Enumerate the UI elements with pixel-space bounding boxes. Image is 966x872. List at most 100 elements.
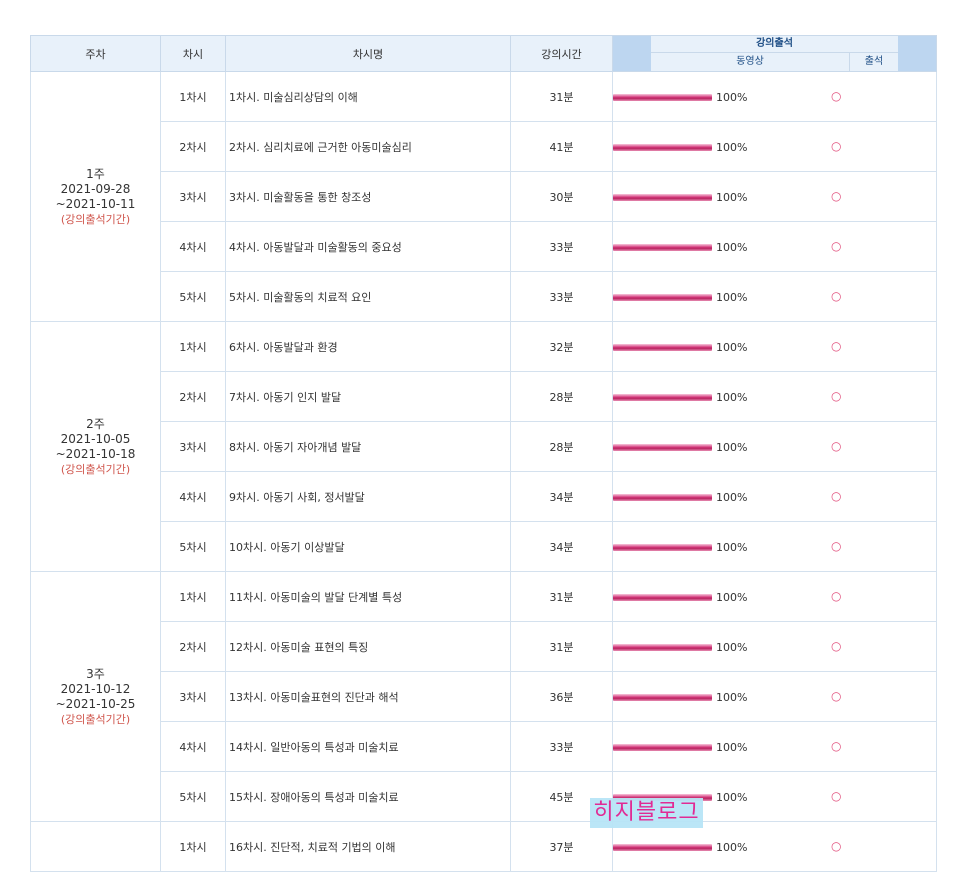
progress-percent: 100% <box>716 291 748 304</box>
session-number: 3차시 <box>160 421 226 472</box>
session-title[interactable]: 11차시. 아동미술의 발달 단계별 특성 <box>225 571 511 622</box>
attendance-circle-icon: ○ <box>831 439 842 453</box>
progress-bar <box>613 394 712 401</box>
session-title[interactable]: 12차시. 아동미술 표현의 특징 <box>225 621 511 672</box>
table-row: 3차시 8차시. 아동기 자아개념 발달 28분 100% ○ <box>31 421 937 472</box>
session-duration: 41분 <box>510 121 613 172</box>
session-title[interactable]: 7차시. 아동기 인지 발달 <box>225 371 511 422</box>
session-duration: 31분 <box>510 571 613 622</box>
progress-bar <box>613 794 712 801</box>
attendance-cell: 100% ○ <box>612 521 937 572</box>
session-title[interactable]: 13차시. 아동미술표현의 진단과 해석 <box>225 671 511 722</box>
progress-percent: 100% <box>716 491 748 504</box>
progress-bar <box>613 544 712 551</box>
session-number: 5차시 <box>160 271 226 322</box>
table-row: 2차시 12차시. 아동미술 표현의 특징 31분 100% ○ <box>31 621 937 672</box>
progress-percent: 100% <box>716 241 748 254</box>
session-title[interactable]: 5차시. 미술활동의 치료적 요인 <box>225 271 511 322</box>
week-cell <box>30 821 161 872</box>
session-title[interactable]: 14차시. 일반아동의 특성과 미술치료 <box>225 721 511 772</box>
week-end: ~2021-10-18 <box>55 446 136 461</box>
week-cell: 3주 2021-10-12 ~2021-10-25 (강의출석기간) <box>30 571 161 822</box>
session-title[interactable]: 10차시. 아동기 이상발달 <box>225 521 511 572</box>
week-label: 3주 <box>86 666 105 681</box>
week-end: ~2021-10-11 <box>55 196 136 211</box>
session-duration: 28분 <box>510 421 613 472</box>
session-title[interactable]: 8차시. 아동기 자아개념 발달 <box>225 421 511 472</box>
progress-bar <box>613 844 712 851</box>
session-number: 2차시 <box>160 621 226 672</box>
session-duration: 33분 <box>510 271 613 322</box>
session-duration: 30분 <box>510 171 613 222</box>
header-week: 주차 <box>30 35 161 72</box>
header-video: 동영상 <box>651 53 850 71</box>
attendance-circle-icon: ○ <box>831 539 842 553</box>
header-attendance-title: 강의출석 <box>651 36 898 53</box>
session-title[interactable]: 3차시. 미술활동을 통한 창조성 <box>225 171 511 222</box>
session-duration: 31분 <box>510 71 613 122</box>
week-label: 2주 <box>86 416 105 431</box>
progress-percent: 100% <box>716 441 748 454</box>
attendance-circle-icon: ○ <box>831 839 842 853</box>
attendance-circle-icon: ○ <box>831 389 842 403</box>
week-period: (강의출석기간) <box>60 462 131 476</box>
session-number: 5차시 <box>160 521 226 572</box>
progress-bar <box>613 294 712 301</box>
session-title[interactable]: 6차시. 아동발달과 환경 <box>225 321 511 372</box>
session-title[interactable]: 16차시. 진단적, 치료적 기법의 이해 <box>225 821 511 872</box>
attendance-circle-icon: ○ <box>831 589 842 603</box>
attendance-cell: 100% ○ <box>612 471 937 522</box>
week-cell: 1주 2021-09-28 ~2021-10-11 (강의출석기간) <box>30 71 161 322</box>
attendance-circle-icon: ○ <box>831 639 842 653</box>
progress-percent: 100% <box>716 391 748 404</box>
table-body: 1주 2021-09-28 ~2021-10-11 (강의출석기간) 1차시 1차시. 미… <box>30 71 937 872</box>
session-duration: 31분 <box>510 621 613 672</box>
progress-bar <box>613 194 712 201</box>
header-duration: 강의시간 <box>510 35 613 72</box>
attendance-cell: 100% ○ <box>612 771 937 822</box>
attendance-cell: 100% ○ <box>612 371 937 422</box>
table-row: 2차시 2차시. 심리치료에 근거한 아동미술심리 41분 100% ○ <box>31 121 937 172</box>
header-session-name: 차시명 <box>225 35 511 72</box>
session-title[interactable]: 1차시. 미술심리상담의 이해 <box>225 71 511 122</box>
session-number: 3차시 <box>160 171 226 222</box>
progress-bar <box>613 494 712 501</box>
progress-percent: 100% <box>716 591 748 604</box>
session-duration: 28분 <box>510 371 613 422</box>
progress-bar <box>613 244 712 251</box>
table-row: 4차시 14차시. 일반아동의 특성과 미술치료 33분 100% ○ <box>31 721 937 772</box>
attendance-circle-icon: ○ <box>831 289 842 303</box>
attendance-cell: 100% ○ <box>612 71 937 122</box>
table-row: 1차시 16차시. 진단적, 치료적 기법의 이해 37분 100% ○ <box>30 821 937 872</box>
progress-percent: 100% <box>716 541 748 554</box>
progress-percent: 100% <box>716 691 748 704</box>
attendance-circle-icon: ○ <box>831 239 842 253</box>
session-duration: 33분 <box>510 221 613 272</box>
session-title[interactable]: 9차시. 아동기 사회, 정서발달 <box>225 471 511 522</box>
progress-bar <box>613 344 712 351</box>
header-present: 출석 <box>850 53 898 71</box>
table-row: 5차시 10차시. 아동기 이상발달 34분 100% ○ <box>31 521 937 572</box>
progress-bar <box>613 644 712 651</box>
session-number: 4차시 <box>160 721 226 772</box>
table-row: 5차시 5차시. 미술활동의 치료적 요인 33분 100% ○ <box>31 271 937 322</box>
week-start: 2021-10-12 <box>60 681 131 696</box>
progress-bar <box>613 744 712 751</box>
lecture-attendance-table: 주차 차시 차시명 강의시간 강의출석 동영상 출석 <box>30 35 937 872</box>
session-title[interactable]: 15차시. 장애아동의 특성과 미술치료 <box>225 771 511 822</box>
attendance-cell: 100% ○ <box>612 571 937 622</box>
session-title[interactable]: 4차시. 아동발달과 미술활동의 중요성 <box>225 221 511 272</box>
session-title[interactable]: 2차시. 심리치료에 근거한 아동미술심리 <box>225 121 511 172</box>
week-period: (강의출석기간) <box>60 712 131 726</box>
session-duration: 36분 <box>510 671 613 722</box>
week-period: (강의출석기간) <box>60 212 131 226</box>
session-number: 2차시 <box>160 121 226 172</box>
week-start: 2021-10-05 <box>60 431 131 446</box>
progress-percent: 100% <box>716 741 748 754</box>
table-row: 3차시 13차시. 아동미술표현의 진단과 해석 36분 100% ○ <box>31 671 937 722</box>
session-duration: 33분 <box>510 721 613 772</box>
attendance-cell: 100% ○ <box>612 321 937 372</box>
blog-watermark: 히지블로그 <box>590 798 703 828</box>
attendance-circle-icon: ○ <box>831 789 842 803</box>
attendance-cell: 100% ○ <box>612 171 937 222</box>
